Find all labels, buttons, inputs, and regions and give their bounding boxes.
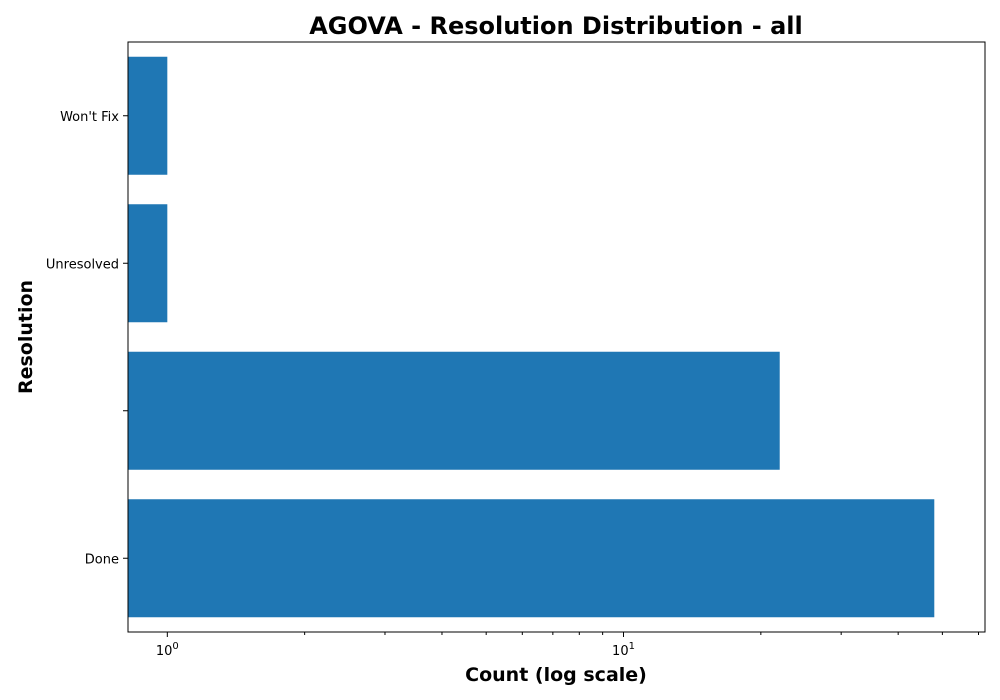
x-axis-label: Count (log scale) — [465, 664, 647, 686]
y-tick-label: Unresolved — [46, 257, 119, 272]
x-tick-base: 10 — [156, 644, 173, 659]
bars-group — [128, 56, 935, 618]
bar — [128, 499, 935, 618]
y-tick-label: Done — [85, 552, 119, 567]
x-tick-label: 101 — [612, 641, 635, 659]
x-tick-exponent: 0 — [172, 641, 178, 652]
plot-frame — [127, 41, 986, 633]
bar — [128, 56, 168, 175]
x-axis-ticks: 100 101 — [156, 632, 980, 659]
x-tick-label: 100 — [156, 641, 179, 659]
x-tick-exponent: 1 — [629, 641, 635, 652]
y-axis-ticks: Done Unresolved Won't Fix — [46, 110, 128, 567]
y-tick-label: Won't Fix — [60, 110, 119, 125]
x-tick-base: 10 — [612, 644, 629, 659]
chart-title: AGOVA - Resolution Distribution - all — [309, 12, 803, 40]
bar — [128, 351, 780, 470]
y-axis-label: Resolution — [15, 280, 37, 394]
bar — [128, 204, 168, 323]
